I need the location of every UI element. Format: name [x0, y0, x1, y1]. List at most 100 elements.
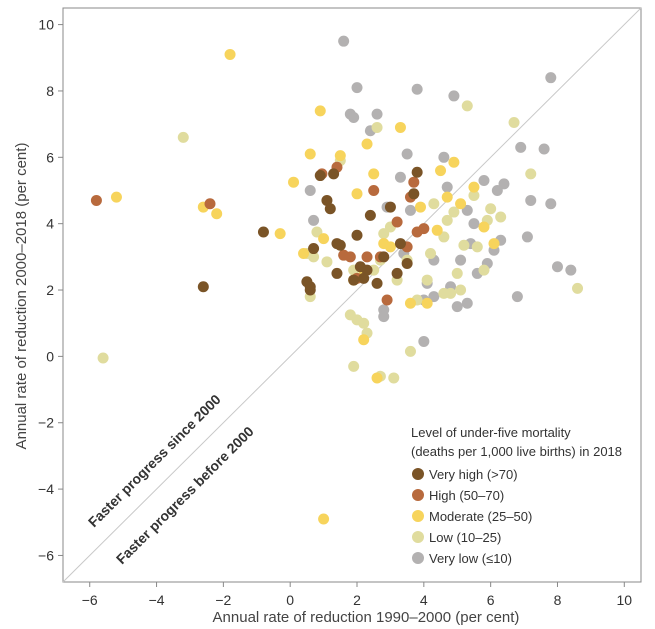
data-point [381, 294, 393, 306]
data-point [445, 287, 457, 299]
x-tick-label: 2 [353, 592, 361, 608]
data-point [391, 216, 403, 228]
data-point [438, 231, 450, 243]
x-axis-label: Annual rate of reduction 1990–2000 (per … [213, 609, 520, 626]
data-point [404, 345, 416, 357]
data-point [408, 176, 420, 188]
legend-title-line2: (deaths per 1,000 live births) in 2018 [411, 444, 622, 459]
data-point [361, 138, 373, 150]
data-point [478, 264, 490, 276]
diagonal-line [62, 7, 642, 583]
x-axis-ticks: −6 −4 −2 0 2 4 6 8 10 [82, 582, 633, 608]
data-point [304, 281, 316, 293]
data-point [334, 239, 346, 251]
data-point [257, 226, 269, 238]
data-point [448, 156, 460, 168]
data-point [331, 267, 343, 279]
data-point [471, 241, 483, 253]
data-point [461, 204, 473, 216]
data-point [338, 35, 350, 47]
data-point [421, 297, 433, 309]
data-point [324, 203, 336, 215]
data-point [428, 198, 440, 210]
data-point [425, 248, 437, 260]
data-point [90, 194, 102, 206]
data-point [328, 168, 340, 180]
y-tick-label: 2 [46, 282, 54, 298]
y-tick-label: 10 [38, 17, 54, 33]
legend-label: Moderate (25–50) [429, 509, 532, 524]
data-point [521, 231, 533, 243]
data-point [314, 105, 326, 117]
data-point [314, 170, 326, 182]
data-point [321, 194, 333, 206]
data-point [321, 256, 333, 268]
data-point [351, 82, 363, 94]
data-point [495, 211, 507, 223]
annotation-faster-since-2000: Faster progress since 2000 [85, 391, 224, 530]
y-tick-label: 8 [46, 83, 54, 99]
x-tick-label: −4 [149, 592, 165, 608]
data-point [411, 166, 423, 178]
data-point [441, 191, 453, 203]
data-point [408, 188, 420, 200]
x-tick-label: 8 [554, 592, 562, 608]
data-point [438, 151, 450, 163]
data-point [551, 261, 563, 273]
data-point [344, 251, 356, 263]
data-point [211, 208, 223, 220]
data-point [455, 284, 467, 296]
data-point [371, 372, 383, 384]
legend-swatch [412, 489, 424, 501]
data-point [308, 243, 320, 255]
x-tick-label: 6 [487, 592, 495, 608]
legend-swatch [412, 531, 424, 543]
data-point [97, 352, 109, 364]
data-point [394, 238, 406, 250]
data-point [458, 239, 470, 251]
data-point [378, 251, 390, 263]
data-point [455, 254, 467, 266]
data-point [384, 201, 396, 213]
data-point [274, 228, 286, 240]
data-point [404, 204, 416, 216]
data-point [348, 360, 360, 372]
data-point [468, 181, 480, 193]
x-tick-label: 10 [617, 592, 633, 608]
annotation-faster-before-2000: Faster progress before 2000 [113, 423, 257, 567]
data-point [368, 184, 380, 196]
data-point [451, 267, 463, 279]
data-point [508, 116, 520, 128]
data-point [538, 143, 550, 155]
plot-frame [62, 7, 642, 583]
y-tick-label: −6 [38, 547, 54, 563]
data-point [404, 297, 416, 309]
data-point [204, 198, 216, 210]
data-points [90, 35, 584, 525]
data-point [485, 203, 497, 215]
data-point [177, 131, 189, 143]
data-point [545, 72, 557, 84]
data-point [388, 372, 400, 384]
data-point [441, 181, 453, 193]
data-point [461, 100, 473, 112]
data-point [441, 214, 453, 226]
data-point [288, 176, 300, 188]
legend-swatch [412, 510, 424, 522]
data-point [401, 257, 413, 269]
data-point [488, 238, 500, 250]
data-point [478, 221, 490, 233]
legend-label: High (50–70) [429, 488, 504, 503]
data-point [371, 277, 383, 289]
data-point [468, 218, 480, 230]
data-point [378, 228, 390, 240]
data-point [421, 274, 433, 286]
data-point [351, 229, 363, 241]
data-point [351, 188, 363, 200]
data-point [224, 48, 236, 60]
y-tick-label: −2 [38, 415, 54, 431]
legend-swatch [412, 552, 424, 564]
data-point [448, 90, 460, 102]
data-point [318, 513, 330, 525]
